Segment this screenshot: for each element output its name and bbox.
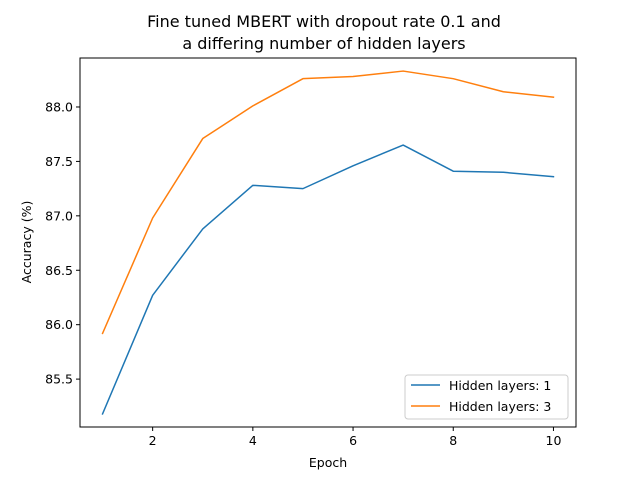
legend-label-series-1: Hidden layers: 1 [449,378,551,393]
chart-title-line-2: a differing number of hidden layers [182,34,465,53]
y-axis-ticks: 85.5 86.0 86.5 87.0 87.5 88.0 [45,99,80,387]
x-axis-ticks: 2 4 6 8 10 [149,427,562,448]
x-tick-label: 4 [249,433,257,448]
x-tick-label: 8 [449,433,457,448]
y-tick-label: 86.5 [45,263,73,278]
x-tick-label: 2 [149,433,157,448]
axes-frame [79,57,577,428]
series-line-2 [101,70,555,335]
x-tick-label: 6 [349,433,357,448]
chart-title-line-1: Fine tuned MBERT with dropout rate 0.1 a… [147,12,501,31]
legend: Hidden layers: 1 Hidden layers: 3 [404,374,569,420]
plot-area [101,70,555,415]
legend-label-series-2: Hidden layers: 3 [449,399,551,414]
y-axis-label: Accuracy (%) [19,201,34,284]
y-tick-label: 86.0 [45,317,73,332]
y-tick-label: 87.0 [45,208,73,223]
x-tick-label: 10 [546,433,562,448]
y-tick-label: 85.5 [45,372,73,387]
y-tick-label: 88.0 [45,99,73,114]
y-tick-label: 87.5 [45,154,73,169]
x-axis-label: Epoch [309,455,347,470]
legend-box [404,374,569,420]
series-line-1 [101,144,555,415]
